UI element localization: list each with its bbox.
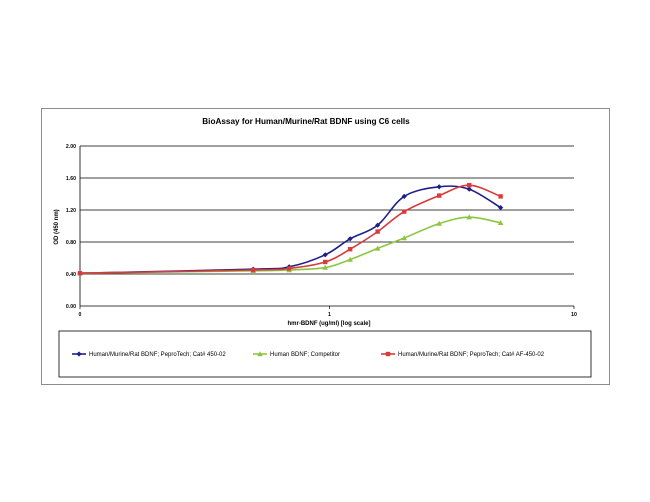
bioassay-line-chart: BioAssay for Human/Murine/Rat BDNF using… xyxy=(54,117,592,378)
legend-label: Human/Murine/Rat BDNF; PeproTech; Cat# 4… xyxy=(89,352,226,358)
x-axis-label: hmr-BDNF (ug/ml) [log scale] xyxy=(287,321,370,327)
square-marker xyxy=(286,266,292,271)
legend-label: Human BDNF; Competitor xyxy=(270,352,340,358)
square-marker xyxy=(347,247,353,252)
square-marker xyxy=(375,229,380,234)
y-tick-label: 2.00 xyxy=(66,144,76,150)
legend-label: Human/Murine/Rat BDNF; PeproTech; Cat# A… xyxy=(398,352,545,358)
legend-item: Human/Murine/Rat BDNF; PeproTech; Cat# 4… xyxy=(72,351,226,358)
diamond-marker xyxy=(76,351,82,357)
series-lines xyxy=(77,183,504,276)
y-tick-label: 0.40 xyxy=(66,272,76,278)
triangle-marker xyxy=(401,235,408,241)
diamond-marker xyxy=(347,236,353,242)
chart-title: BioAssay for Human/Murine/Rat BDNF using… xyxy=(202,117,410,126)
triangle-marker xyxy=(257,351,263,357)
legend-item: Human/Murine/Rat BDNF; PeproTech; Cat# A… xyxy=(381,351,545,358)
square-marker xyxy=(77,271,83,276)
y-tick-label: 1.20 xyxy=(66,208,76,214)
diamond-marker xyxy=(401,193,407,199)
diamond-marker xyxy=(375,222,381,228)
x-tick-label: 1 xyxy=(328,312,331,318)
triangle-marker xyxy=(322,264,329,270)
triangle-marker xyxy=(497,220,504,225)
square-marker xyxy=(402,209,407,214)
diamond-marker xyxy=(436,184,442,190)
legend-item: Human BDNF; Competitor xyxy=(253,351,340,358)
y-tick-label: 0.00 xyxy=(66,304,76,310)
tick-labels: 0.00 0.40 0.80 1.20 1.60 2.00 0 1 10 xyxy=(66,144,577,318)
legend: Human/Murine/Rat BDNF; PeproTech; Cat# 4… xyxy=(72,351,545,358)
chart-frame: BioAssay for Human/Murine/Rat BDNF using… xyxy=(41,108,610,385)
diamond-marker xyxy=(498,205,504,211)
y-tick-label: 0.80 xyxy=(66,240,76,246)
series-line xyxy=(79,184,501,274)
square-marker xyxy=(467,183,472,188)
series-line xyxy=(79,185,502,274)
square-marker xyxy=(385,351,391,357)
triangle-marker xyxy=(436,220,442,226)
series-group xyxy=(77,183,503,276)
x-tick-label: 10 xyxy=(571,312,577,318)
series-group xyxy=(77,184,504,276)
gridlines xyxy=(80,145,574,275)
legend-box xyxy=(58,330,592,378)
square-marker xyxy=(251,267,256,273)
y-tick-label: 1.60 xyxy=(66,176,76,182)
triangle-marker xyxy=(466,214,473,220)
x-tick-label: 0 xyxy=(79,312,82,318)
triangle-marker xyxy=(347,256,353,262)
square-marker xyxy=(498,194,503,199)
square-marker xyxy=(436,193,442,198)
triangle-marker xyxy=(374,245,381,251)
axes xyxy=(79,146,575,309)
y-axis-label: OD (450 nm) xyxy=(54,209,60,244)
diamond-marker xyxy=(322,252,328,258)
square-marker xyxy=(323,259,328,265)
diamond-marker xyxy=(466,186,472,192)
